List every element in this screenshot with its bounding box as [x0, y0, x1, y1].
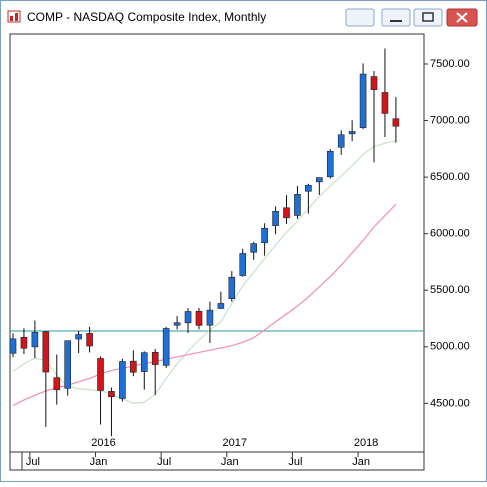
year-label: 2017	[223, 437, 247, 449]
candle-body	[239, 253, 247, 276]
candle-body	[272, 210, 279, 226]
close-icon	[456, 12, 468, 23]
app-icon	[7, 10, 21, 23]
candle-body	[151, 352, 159, 365]
x-tick-label: Jan	[221, 456, 239, 468]
plot-area: 4500.00 5000.00 5500.00 6000.00 6500.00 7000.…	[9, 48, 470, 468]
window-title: COMP - NASDAQ Composite Index, Monthly	[27, 10, 266, 24]
candle-body	[173, 322, 181, 326]
y-tick-label: 5500.00	[430, 284, 470, 296]
candle-body	[283, 207, 290, 219]
candle-body	[195, 310, 203, 326]
y-tick-label: 7500.00	[430, 58, 470, 70]
link-button[interactable]	[345, 8, 375, 27]
y-tick-label: 4500.00	[430, 397, 470, 409]
maximize-icon	[422, 12, 434, 22]
corner-box	[9, 451, 23, 471]
candle-body	[381, 92, 389, 114]
candle-body	[108, 391, 115, 398]
candle-body	[316, 177, 323, 183]
candle-body	[130, 360, 137, 373]
candle-body	[64, 340, 71, 389]
candle-body	[53, 377, 61, 391]
candle-body	[20, 336, 28, 349]
candle-body	[228, 276, 236, 300]
candle-body	[392, 118, 400, 127]
moving-average	[12, 140, 397, 404]
candle-body	[97, 358, 104, 391]
maximize-button[interactable]	[413, 8, 443, 27]
year-label: 2016	[91, 437, 115, 449]
y-tick-label: 7000.00	[430, 114, 470, 126]
candle-body	[217, 303, 225, 309]
minimize-button[interactable]	[381, 8, 411, 27]
app-icon-bar	[15, 13, 18, 21]
candle-body	[140, 352, 148, 372]
x-tick-label: Jan	[352, 456, 370, 468]
candle-body	[31, 332, 39, 348]
candle-body	[359, 73, 367, 128]
y-tick-label: 6500.00	[430, 171, 470, 183]
candle-body	[86, 333, 93, 347]
candle-body	[326, 151, 334, 178]
candle-body	[75, 334, 82, 340]
y-tick-label: 5000.00	[430, 341, 470, 353]
candle-body	[250, 243, 257, 253]
candle-body	[305, 184, 312, 192]
candle-body	[370, 76, 378, 90]
year-label: 2018	[354, 437, 378, 449]
moving-average	[12, 203, 397, 407]
y-tick-label: 6000.00	[430, 228, 470, 240]
candle-body	[184, 311, 192, 324]
candle-body	[261, 227, 268, 244]
candle-body	[42, 331, 50, 373]
candle-body	[348, 131, 356, 135]
candle-body	[206, 309, 214, 326]
x-tick-label: Jul	[157, 456, 171, 468]
candle-body	[294, 193, 301, 216]
candle-body	[162, 328, 170, 366]
x-tick-label: Jul	[26, 456, 40, 468]
x-tick-label: Jan	[90, 456, 108, 468]
candle-body	[337, 134, 345, 148]
plot-frame	[9, 33, 425, 471]
x-tick-label: Jul	[288, 456, 302, 468]
candle-body	[119, 361, 126, 399]
candle-body	[9, 338, 17, 354]
app-icon-bar	[10, 16, 13, 21]
